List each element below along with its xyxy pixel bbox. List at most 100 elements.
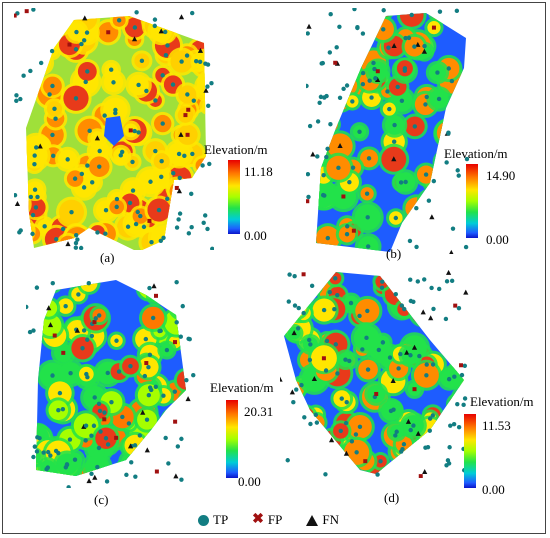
legend-label-tp: TP (213, 512, 229, 527)
tp-marker (80, 346, 85, 351)
tp-marker (205, 84, 210, 89)
tp-marker (116, 18, 122, 23)
tp-marker (98, 429, 103, 434)
tp-marker (41, 450, 46, 455)
tp-marker (14, 93, 19, 98)
tp-marker (456, 424, 462, 430)
tp-marker (105, 370, 110, 376)
tp-marker (35, 435, 40, 440)
tp-marker (111, 80, 116, 85)
fp-marker (333, 60, 338, 65)
tp-marker (32, 444, 38, 449)
tp-marker (307, 357, 313, 363)
tp-marker (402, 306, 407, 312)
tp-marker (348, 300, 354, 306)
tp-marker (136, 130, 141, 135)
tp-marker (103, 231, 108, 236)
colorbar-min-a: 0.00 (244, 228, 267, 243)
tp-marker (91, 423, 97, 428)
fp-marker (374, 391, 379, 396)
tp-marker (371, 60, 376, 66)
tp-marker (31, 454, 36, 460)
tp-marker (430, 413, 435, 418)
tp-marker (81, 38, 87, 43)
tp-marker (380, 279, 385, 284)
tp-marker (189, 191, 194, 197)
tp-marker (463, 244, 469, 250)
tp-marker (385, 89, 390, 94)
tp-marker (414, 206, 419, 211)
tp-marker (191, 98, 196, 103)
tp-marker (372, 66, 377, 72)
tp-marker (285, 458, 290, 463)
fp-marker (14, 13, 17, 18)
tp-marker (430, 362, 436, 367)
tp-marker (179, 59, 184, 64)
tp-marker (296, 305, 301, 311)
tp-marker (306, 31, 310, 36)
tp-marker (152, 23, 157, 29)
tp-marker (42, 224, 47, 229)
tp-marker (66, 485, 71, 488)
tp-marker (177, 211, 183, 216)
tp-marker (180, 303, 185, 309)
tp-marker (452, 374, 457, 379)
fp-marker (363, 459, 368, 464)
tp-marker (31, 8, 36, 12)
tp-marker (400, 447, 405, 452)
colorbar-max-a: 11.18 (244, 164, 273, 179)
tp-marker (429, 285, 434, 291)
fn-marker (74, 327, 80, 333)
tp-marker (134, 10, 139, 15)
tp-marker (334, 45, 339, 50)
tp-marker (412, 44, 417, 49)
panel-label-c: (c) (94, 492, 109, 507)
tp-marker (360, 70, 366, 76)
fp-marker (341, 194, 346, 199)
tp-marker (408, 353, 413, 358)
tp-marker (56, 408, 61, 413)
tp-marker (132, 443, 138, 448)
tp-marker (79, 41, 84, 47)
tp-marker (308, 421, 313, 427)
tp-marker (291, 400, 296, 405)
tp-marker (114, 196, 120, 202)
tp-marker (84, 371, 89, 377)
tp-marker (462, 396, 468, 401)
tp-marker (207, 161, 212, 167)
tp-marker (444, 160, 449, 165)
tp-marker (286, 299, 291, 304)
tp-marker (447, 445, 452, 450)
tp-marker (113, 107, 118, 113)
tp-marker (73, 47, 79, 52)
tp-marker (166, 461, 171, 466)
tp-marker (295, 326, 301, 331)
tp-marker (292, 303, 298, 308)
tp-marker (387, 106, 392, 112)
colorbar-max-b: 14.90 (486, 168, 516, 183)
tp-marker (48, 453, 53, 458)
tp-marker (411, 423, 416, 428)
tp-marker (114, 204, 119, 210)
fn-marker (415, 430, 421, 436)
tp-marker (409, 12, 414, 18)
fp-marker (128, 128, 133, 133)
tp-marker (309, 283, 315, 289)
tp-marker (103, 208, 109, 213)
fp-marker (61, 350, 66, 355)
tp-marker (364, 335, 369, 341)
tp-marker (133, 474, 138, 479)
fn-marker (374, 77, 381, 83)
tp-marker (46, 449, 51, 455)
tp-marker (200, 163, 205, 168)
colorbar-min-c: 0.00 (238, 474, 261, 489)
tp-marker (408, 298, 414, 304)
tp-marker (53, 116, 58, 121)
fn-marker (37, 143, 43, 149)
tp-marker (412, 124, 418, 129)
tp-marker (324, 154, 329, 160)
tp-marker (95, 230, 100, 235)
tp-marker (401, 442, 407, 447)
tp-marker (137, 433, 143, 438)
tp-marker (64, 462, 70, 467)
